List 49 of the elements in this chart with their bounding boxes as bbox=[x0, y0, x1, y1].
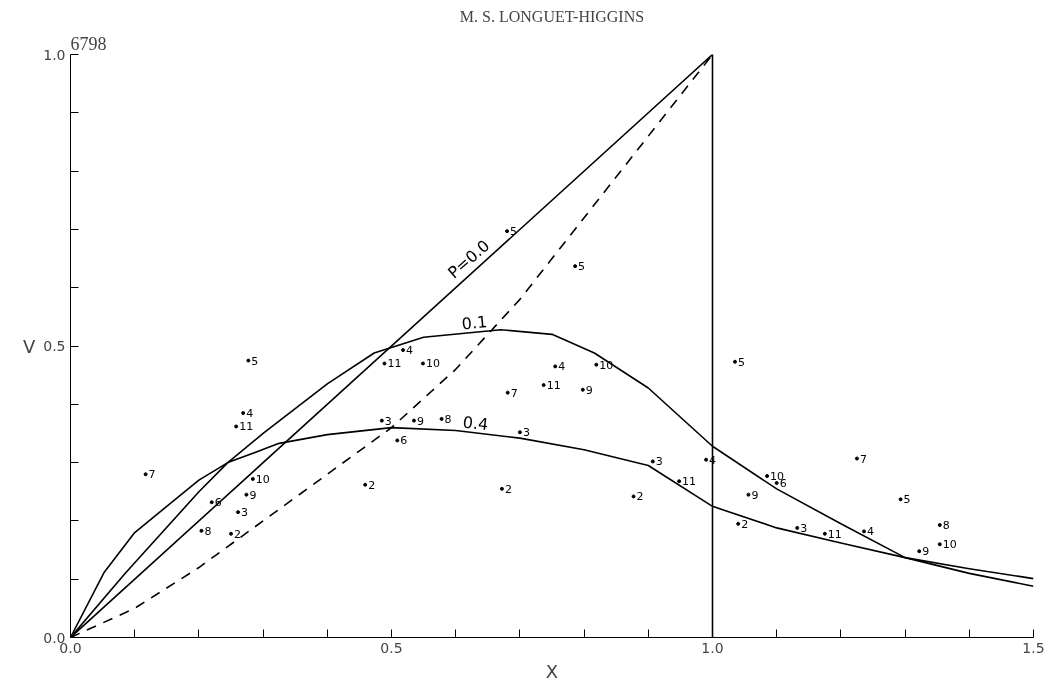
text: 5 bbox=[737, 355, 745, 369]
series-label: 2 bbox=[234, 527, 241, 541]
text: 5 bbox=[578, 260, 586, 274]
text: 11 bbox=[546, 379, 561, 393]
text: 4 bbox=[867, 525, 875, 539]
series-label: 4 bbox=[246, 407, 254, 421]
text: 0.1 bbox=[460, 312, 489, 334]
text: 2 bbox=[636, 490, 644, 504]
text: 4 bbox=[558, 360, 566, 374]
text: 2 bbox=[368, 478, 376, 492]
text: 3 bbox=[655, 455, 663, 469]
text: 11 bbox=[682, 475, 697, 489]
series-label: 7 bbox=[148, 468, 156, 482]
series-label: 5 bbox=[251, 354, 259, 368]
x-tick-label: 1.0 bbox=[701, 639, 724, 656]
text: 9 bbox=[585, 383, 593, 397]
chart-title: M. S. LONGUET-HIGGINS bbox=[459, 7, 645, 25]
text: 11 bbox=[387, 357, 402, 371]
text: 2 bbox=[504, 482, 512, 496]
series-label: 10 bbox=[255, 472, 270, 486]
text: 3 bbox=[522, 426, 530, 440]
text: 11 bbox=[827, 527, 842, 541]
text: 8 bbox=[942, 518, 950, 532]
text: 7 bbox=[510, 386, 518, 400]
text: 9 bbox=[416, 414, 424, 428]
text: 3 bbox=[800, 521, 808, 535]
series-label: 3 bbox=[384, 414, 392, 428]
text: 5 bbox=[903, 493, 911, 507]
text: 6 bbox=[400, 434, 408, 448]
series-label: 8 bbox=[204, 524, 212, 538]
text: 10 bbox=[942, 538, 957, 552]
series-label: 9 bbox=[249, 488, 257, 502]
text: 4 bbox=[406, 344, 414, 358]
y-axis-title: V bbox=[22, 335, 36, 357]
text: 3 bbox=[241, 506, 249, 520]
text: 10 bbox=[425, 357, 440, 371]
x-tick-label: 1.5 bbox=[1022, 639, 1045, 656]
y-tick-label: 0.5 bbox=[43, 338, 66, 354]
x-tick-label: 0.5 bbox=[380, 639, 403, 656]
x-axis-title: X bbox=[545, 660, 559, 682]
series-label: 11 bbox=[239, 420, 254, 434]
text: 7 bbox=[859, 452, 867, 466]
y-tick-label: 1.0 bbox=[43, 46, 66, 63]
text: 6798 bbox=[70, 33, 107, 54]
text: 0.4 bbox=[461, 412, 490, 435]
text: 2 bbox=[741, 517, 749, 531]
text: 9 bbox=[751, 488, 759, 502]
text: 9 bbox=[922, 545, 930, 559]
text: 8 bbox=[444, 412, 452, 426]
